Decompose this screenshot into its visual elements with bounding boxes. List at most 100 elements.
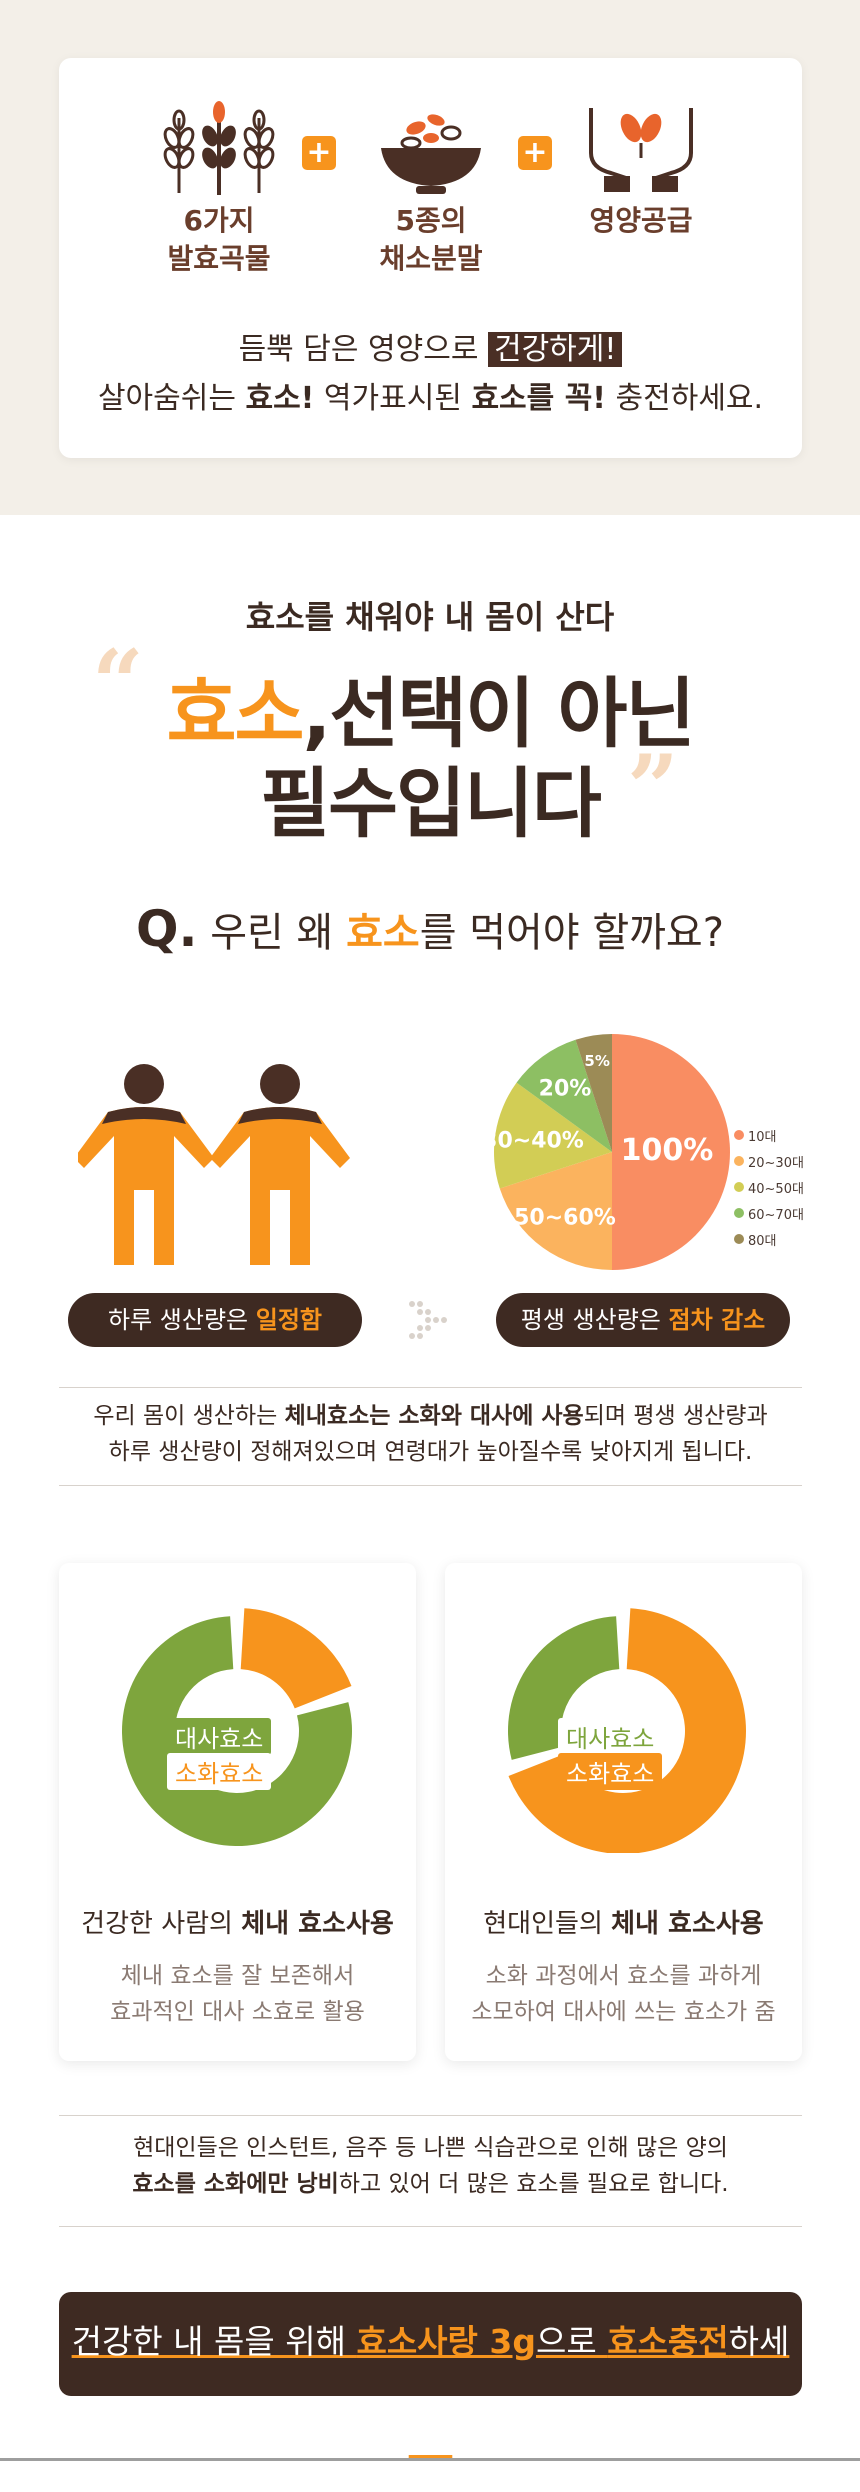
top-banner: 6가지 발효곡물 + 5종의 채소분말 + xyxy=(0,0,860,515)
digestive-enzyme-segment xyxy=(508,1608,746,1853)
panel-text-line: 효과적인 대사 소효로 활용 xyxy=(110,1999,365,2025)
desc-text: 우리 몸이 생산하는 xyxy=(93,1403,285,1429)
section-kicker: 효소를 채워야 내 몸이 산다 xyxy=(245,598,615,636)
question-heading: Q. 우린 왜 효소를 먹어야 할까요? xyxy=(0,900,860,958)
bottom-divider xyxy=(0,2458,860,2461)
pie-slice-0 xyxy=(612,1034,730,1270)
bowl-icon xyxy=(381,114,481,194)
legend-item: 80대 xyxy=(734,1226,804,1252)
panel-description: 소화 과정에서 효소를 과하게 소모하여 대사에 쓰는 효소가 줌 xyxy=(445,1958,802,2030)
question-text: 를 먹어야 할까요? xyxy=(419,910,724,956)
pie-slice-label-1: 50~60% xyxy=(514,1206,616,1231)
desc-text: 되며 평생 생산량과 xyxy=(583,1403,768,1429)
plus-icon: + xyxy=(302,136,336,170)
panel-title-bold: 체내 효소사용 xyxy=(611,1909,764,1939)
headline-text: ,선택이 아닌 xyxy=(302,669,695,758)
cta-keyword: 효소충전 xyxy=(607,2322,729,2361)
desc-bold: 체내효소는 소화와 대사에 사용 xyxy=(284,1403,584,1429)
feature-line1: 5종의 xyxy=(395,204,467,237)
subtitle-bold: 효소를 꼭! xyxy=(471,381,606,416)
pie-slice-label-2: 30~40% xyxy=(492,1128,584,1153)
feature-line2: 발효곡물 xyxy=(167,242,271,275)
question-keyword: 효소 xyxy=(346,910,420,956)
modern-habits-description: 현대인들은 인스턴트, 음주 등 나쁜 식습관으로 인해 많은 양의 효소를 소… xyxy=(59,2130,802,2202)
feature-fermented-grains: 6가지 발효곡물 xyxy=(139,98,299,278)
people-icon xyxy=(78,1064,350,1265)
cta-text: 건강한 내 몸을 위해 xyxy=(71,2322,357,2361)
age-pie-chart: 100% 50~60% 30~40% 20% 5% xyxy=(492,1034,730,1270)
feature-line2: 채소분말 xyxy=(379,242,483,275)
headline-keyword: 효소 xyxy=(166,669,305,758)
pie-slice-3 xyxy=(516,1039,612,1152)
pie-slice-label-0: 100% xyxy=(621,1133,714,1168)
metabolic-enzyme-tag: 대사효소 xyxy=(558,1718,663,1755)
feature-card: 6가지 발효곡물 + 5종의 채소분말 + xyxy=(59,58,802,458)
divider xyxy=(59,1387,802,1388)
desc-line2: 하루 생산량이 정해져있으며 연령대가 높아질수록 낮아지게 됩니다. xyxy=(108,1439,753,1465)
panel-title-text: 현대인들의 xyxy=(483,1909,612,1939)
divider xyxy=(59,2115,802,2116)
pie-slice-2 xyxy=(494,1082,612,1189)
subtitle-bold: 효소! xyxy=(245,381,315,416)
subtitle-text: 살아숨쉬는 xyxy=(97,381,246,416)
legend-label: 40~50대 xyxy=(748,1181,804,1197)
question-text: 우린 왜 xyxy=(197,910,347,956)
pie-slice-4 xyxy=(575,1034,612,1152)
cta-product: 효소사랑 3g xyxy=(356,2322,536,2361)
panel-text-line: 소모하여 대사에 쓰는 효소가 줌 xyxy=(471,1999,776,2025)
wheat-icon xyxy=(163,101,275,195)
pie-slice-1 xyxy=(499,1152,612,1270)
metabolic-enzyme-segment xyxy=(508,1616,620,1760)
top-subtitle-line1: 듬뿍 담은 영양으로 건강하게! xyxy=(59,324,802,368)
pill-text: 하루 생산량은 xyxy=(108,1306,256,1334)
legend-label: 60~70대 xyxy=(748,1207,804,1223)
divider xyxy=(59,1485,802,1486)
open-quote-mark: “ xyxy=(92,630,144,736)
feature-vegetable-powder: 5종의 채소분말 xyxy=(351,98,511,278)
desc-text: 하고 있어 더 많은 효소를 필요로 합니다. xyxy=(338,2171,729,2197)
digestive-enzyme-tag: 소화효소 xyxy=(167,1753,272,1790)
hands-leaves-icon xyxy=(589,108,693,192)
pill-highlight: 일정함 xyxy=(255,1306,322,1334)
top-subtitle-line2: 살아숨쉬는 효소! 역가표시된 효소를 꼭! 충전하세요. xyxy=(59,373,802,417)
legend-item: 20~30대 xyxy=(734,1148,804,1174)
desc-bold: 효소를 소화에만 낭비 xyxy=(132,2171,339,2197)
dotted-arrow-icon xyxy=(409,1301,447,1339)
headline-line1: 효소,선택이 아닌 xyxy=(0,652,860,762)
q-mark: Q. xyxy=(136,900,198,958)
legend-item: 60~70대 xyxy=(734,1200,804,1226)
modern-donut-chart xyxy=(508,1608,746,1853)
panel-title-text: 건강한 사람의 xyxy=(81,1909,242,1939)
healthy-person-panel: 대사효소 소화효소 건강한 사람의 체내 효소사용 체내 효소를 잘 보존해서 … xyxy=(59,1563,416,2061)
panel-description: 체내 효소를 잘 보존해서 효과적인 대사 소효로 활용 xyxy=(59,1958,416,2030)
legend-label: 20~30대 xyxy=(748,1155,804,1171)
cta-text: 으로 xyxy=(535,2322,608,2361)
modern-person-panel: 대사효소 소화효소 현대인들의 체내 효소사용 소화 과정에서 효소를 과하게 … xyxy=(445,1563,802,2061)
panel-title: 현대인들의 체내 효소사용 xyxy=(445,1903,802,1940)
highlight-healthy: 건강하게! xyxy=(487,332,623,367)
legend-label: 10대 xyxy=(748,1129,777,1145)
close-quote-mark: ” xyxy=(627,735,679,841)
cta-text: 하세요! xyxy=(408,2322,790,2461)
panel-text-line: 체내 효소를 잘 보존해서 xyxy=(120,1963,355,1989)
enzyme-description: 우리 몸이 생산하는 체내효소는 소화와 대사에 사용되며 평생 생산량과 하루… xyxy=(59,1398,802,1470)
digestive-enzyme-tag: 소화효소 xyxy=(558,1753,663,1790)
subtitle-text: 충전하세요. xyxy=(605,381,764,416)
legend-item: 10대 xyxy=(734,1122,804,1148)
legend-item: 40~50대 xyxy=(734,1174,804,1200)
panel-title: 건강한 사람의 체내 효소사용 xyxy=(59,1903,416,1940)
panel-title-bold: 체내 효소사용 xyxy=(241,1909,394,1939)
metabolic-enzyme-tag: 대사효소 xyxy=(167,1718,272,1755)
pie-slice-label-3: 20% xyxy=(539,1076,592,1101)
plus-icon: + xyxy=(518,136,552,170)
headline-line2: 필수입니다 xyxy=(260,759,602,848)
daily-production-pill: 하루 생산량은 일정함 xyxy=(68,1293,362,1347)
pill-text: 평생 생산량은 xyxy=(520,1306,669,1334)
lifetime-production-pill: 평생 생산량은 점차 감소 xyxy=(496,1293,790,1347)
pie-legend: 10대 20~30대 40~50대 60~70대 80대 xyxy=(734,1122,804,1252)
pie-slice-label-4: 5% xyxy=(584,1052,609,1070)
feature-line1: 6가지 xyxy=(183,204,255,237)
desc-line1: 현대인들은 인스턴트, 음주 등 나쁜 식습관으로 인해 많은 양의 xyxy=(133,2135,728,2161)
feature-line1: 영양공급 xyxy=(589,204,693,237)
subtitle-text: 역가표시된 xyxy=(314,381,472,416)
